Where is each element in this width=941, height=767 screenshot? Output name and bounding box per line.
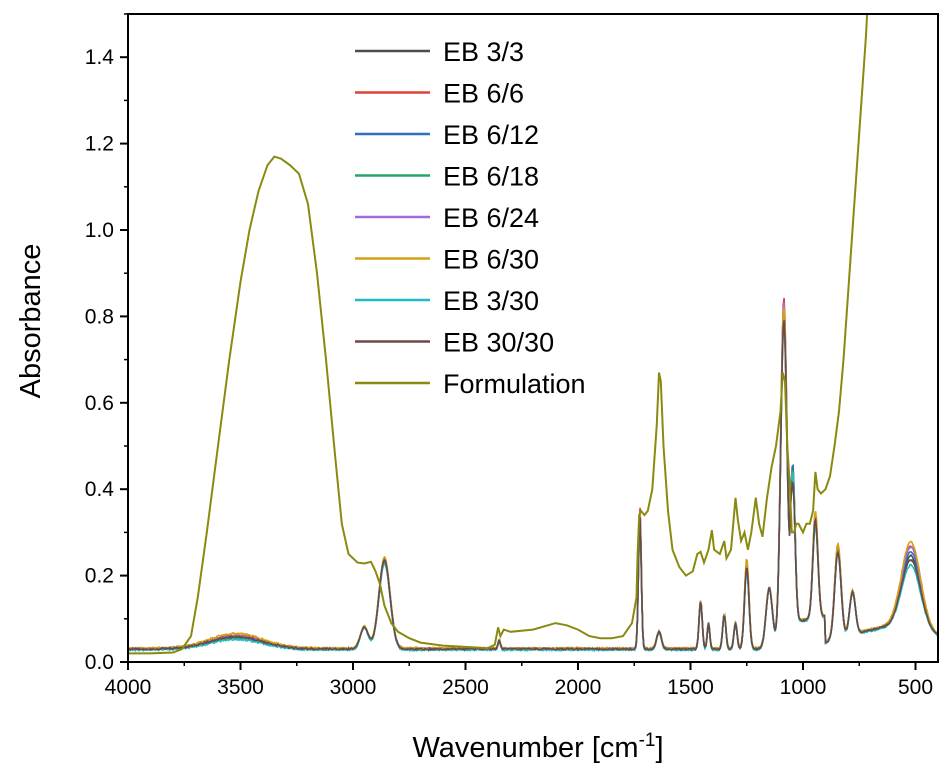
legend-label: EB 3/3: [443, 37, 524, 67]
legend-label: EB 3/30: [443, 286, 539, 316]
legend-label: EB 6/30: [443, 245, 539, 275]
legend-label: Formulation: [443, 369, 586, 399]
plot-series-group: [128, 14, 938, 655]
x-tick-label: 500: [898, 676, 933, 699]
x-tick-label: 4000: [105, 676, 152, 699]
x-tick-label: 1500: [667, 676, 714, 699]
legend-label: EB 30/30: [443, 328, 554, 358]
legend-label: EB 6/24: [443, 203, 539, 233]
axes-group: 4000 3500 3000 2500 2000 1500 1000 500 0.0 0.2 0.4…: [85, 13, 933, 699]
x-axis-title-main: Wavenumber [cm: [412, 732, 638, 764]
x-tick-label: 1000: [780, 676, 827, 699]
x-tick-label: 3500: [217, 676, 264, 699]
y-axis-title: Absorbance: [15, 244, 47, 399]
y-tick-label: 1.4: [85, 46, 115, 69]
x-tick-label: 2500: [442, 676, 489, 699]
x-axis-title: Wavenumber [cm-1]: [412, 730, 663, 764]
series-line: [128, 306, 938, 651]
x-axis-title-end: ]: [656, 732, 664, 764]
legend-label: EB 6/6: [443, 79, 524, 109]
series-line: [128, 320, 938, 652]
formulation-line: [128, 14, 869, 655]
y-tick-label: 1.0: [85, 219, 114, 242]
legend: EB 3/3 EB 6/6 EB 6/12 EB 6/18 EB 6/24 EB 6/30…: [355, 37, 586, 399]
y-tick-label: 1.2: [85, 133, 114, 156]
plot-frame: [127, 13, 939, 663]
y-tick-label: 0.8: [85, 305, 114, 328]
x-tick-label: 3000: [330, 676, 377, 699]
legend-label: EB 6/18: [443, 162, 539, 192]
x-tick-label: 2000: [555, 676, 602, 699]
y-tick-label: 0.0: [85, 651, 114, 674]
y-tick-label: 0.4: [85, 478, 115, 501]
y-tick-label: 0.6: [85, 392, 114, 415]
legend-label: EB 6/12: [443, 120, 539, 150]
y-tick-label: 0.2: [85, 565, 114, 588]
x-axis-title-superscript: -1: [639, 730, 656, 751]
